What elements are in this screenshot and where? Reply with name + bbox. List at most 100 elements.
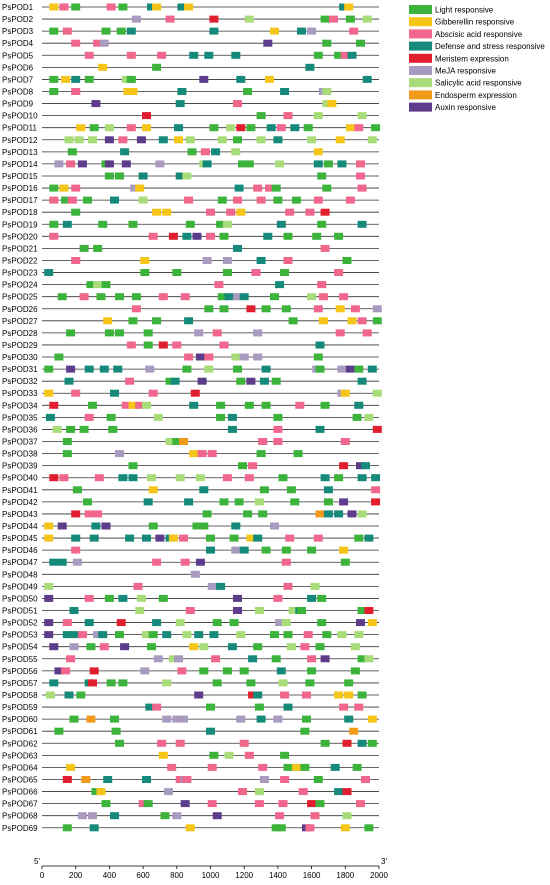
gene-row: PsPOD29 <box>2 341 379 350</box>
cis-element-def <box>89 824 99 832</box>
cis-element-def <box>357 474 367 482</box>
gene-row: PsPOD40 <box>2 474 381 483</box>
x-tick-label: 400 <box>103 871 117 880</box>
cis-element-gib <box>335 136 345 144</box>
cis-element-def <box>357 220 367 228</box>
cis-element-meja <box>372 305 382 313</box>
cis-element-def <box>330 763 340 771</box>
gene-label: PsPOD66 <box>2 788 38 797</box>
x-tick-label: 200 <box>69 871 83 880</box>
cis-element-aba <box>256 196 266 204</box>
cis-element-aux <box>180 800 190 808</box>
cis-element-light <box>281 305 291 313</box>
gene-label: PsPOD31 <box>2 365 38 374</box>
cis-element-sal <box>254 498 264 506</box>
gene-label: PsPOD1 <box>2 3 34 12</box>
gene-row: PsPOD61 <box>2 727 379 736</box>
cis-element-light <box>128 220 138 228</box>
cis-element-light <box>209 124 219 132</box>
cis-element-gib <box>66 763 76 771</box>
cis-element-aba <box>157 739 167 747</box>
cis-element-light <box>273 413 283 421</box>
gene-row: PsPOD41 <box>2 486 381 495</box>
gene-label: PsPOD9 <box>2 100 34 109</box>
cis-element-aba <box>357 184 367 192</box>
cis-element-light <box>300 763 310 771</box>
cis-element-aba <box>350 305 360 313</box>
cis-element-light <box>307 667 317 675</box>
cis-element-light <box>233 365 242 373</box>
cis-element-light <box>261 401 271 409</box>
cis-element-gib <box>313 148 323 156</box>
five-prime-label: 5' <box>34 857 40 866</box>
cis-element-sal <box>44 582 54 590</box>
cis-element-aba <box>62 27 72 35</box>
cis-element-aba <box>211 655 221 663</box>
cis-element-def <box>118 594 128 602</box>
cis-element-light <box>236 377 246 385</box>
gene-label: PsPOD3 <box>2 27 34 36</box>
gene-label: PsPOD29 <box>2 341 38 350</box>
cis-element-light <box>57 293 67 301</box>
gene-row: PsPOD36 <box>2 425 382 434</box>
legend-swatch-meja <box>409 66 432 75</box>
cis-element-meja <box>162 715 172 723</box>
cis-element-def <box>337 160 347 168</box>
cis-element-aba <box>254 800 264 808</box>
cis-element-gib <box>246 534 256 542</box>
cis-element-light <box>115 172 124 180</box>
cis-element-light <box>286 486 296 494</box>
cis-element-def <box>126 27 136 35</box>
gene-label: PsPOD63 <box>2 751 38 760</box>
gene-row: PsPOD46 <box>2 546 379 555</box>
cis-element-def <box>71 534 81 542</box>
gene-row: PsPOD11 <box>2 124 381 133</box>
cis-element-light <box>71 3 81 11</box>
gene-row: PsPOD66 <box>2 788 379 797</box>
cis-element-sal <box>217 136 227 144</box>
gene-label: PsPOD26 <box>2 305 38 314</box>
cis-element-mer <box>236 124 246 132</box>
cis-element-light <box>317 594 327 602</box>
cis-element-light <box>216 413 226 421</box>
cis-element-light <box>345 15 355 23</box>
cis-element-sal <box>357 112 367 120</box>
cis-element-sal <box>367 136 377 144</box>
cis-element-gib <box>76 124 86 132</box>
cis-element-def <box>209 27 219 35</box>
cis-element-meja <box>233 293 242 301</box>
cis-element-aba <box>200 148 210 156</box>
cis-element-aba <box>133 582 143 590</box>
gene-label: PsPOD55 <box>2 655 38 664</box>
cis-element-sal <box>288 607 298 614</box>
gene-row: PsPOD10 <box>2 112 379 121</box>
gene-label: PsPOD7 <box>2 75 34 84</box>
gene-label: PsPOD39 <box>2 462 38 471</box>
cis-element-def <box>320 474 330 482</box>
cis-element-aba <box>138 800 148 808</box>
legend-item: Meristem expression <box>409 53 509 63</box>
cis-element-aux <box>356 462 365 470</box>
cis-element-sal <box>244 15 254 23</box>
cis-element-meja <box>337 365 347 373</box>
cis-element-light <box>79 244 89 252</box>
legend-item: Abscisic acid responsive <box>409 29 523 39</box>
cis-element-def <box>184 498 194 506</box>
cis-element-aba <box>280 776 290 783</box>
gene-row: PsPOD53 <box>2 631 379 640</box>
cis-element-mer <box>364 607 374 614</box>
gene-row: PsPOD67 <box>2 800 379 809</box>
gene-label: PsPOD45 <box>2 534 38 543</box>
cis-element-light <box>357 655 367 663</box>
cis-element-mer <box>158 341 168 349</box>
cis-element-aba <box>66 655 76 663</box>
cis-element-sal <box>256 136 266 144</box>
cis-element-aba <box>207 450 217 458</box>
cis-element-aux <box>195 558 205 566</box>
cis-element-aba <box>335 329 345 337</box>
cis-element-gib <box>340 389 350 397</box>
cis-element-def <box>275 281 285 289</box>
cis-element-mer <box>209 15 219 23</box>
cis-element-aba <box>93 510 103 518</box>
cis-element-light <box>62 438 72 445</box>
